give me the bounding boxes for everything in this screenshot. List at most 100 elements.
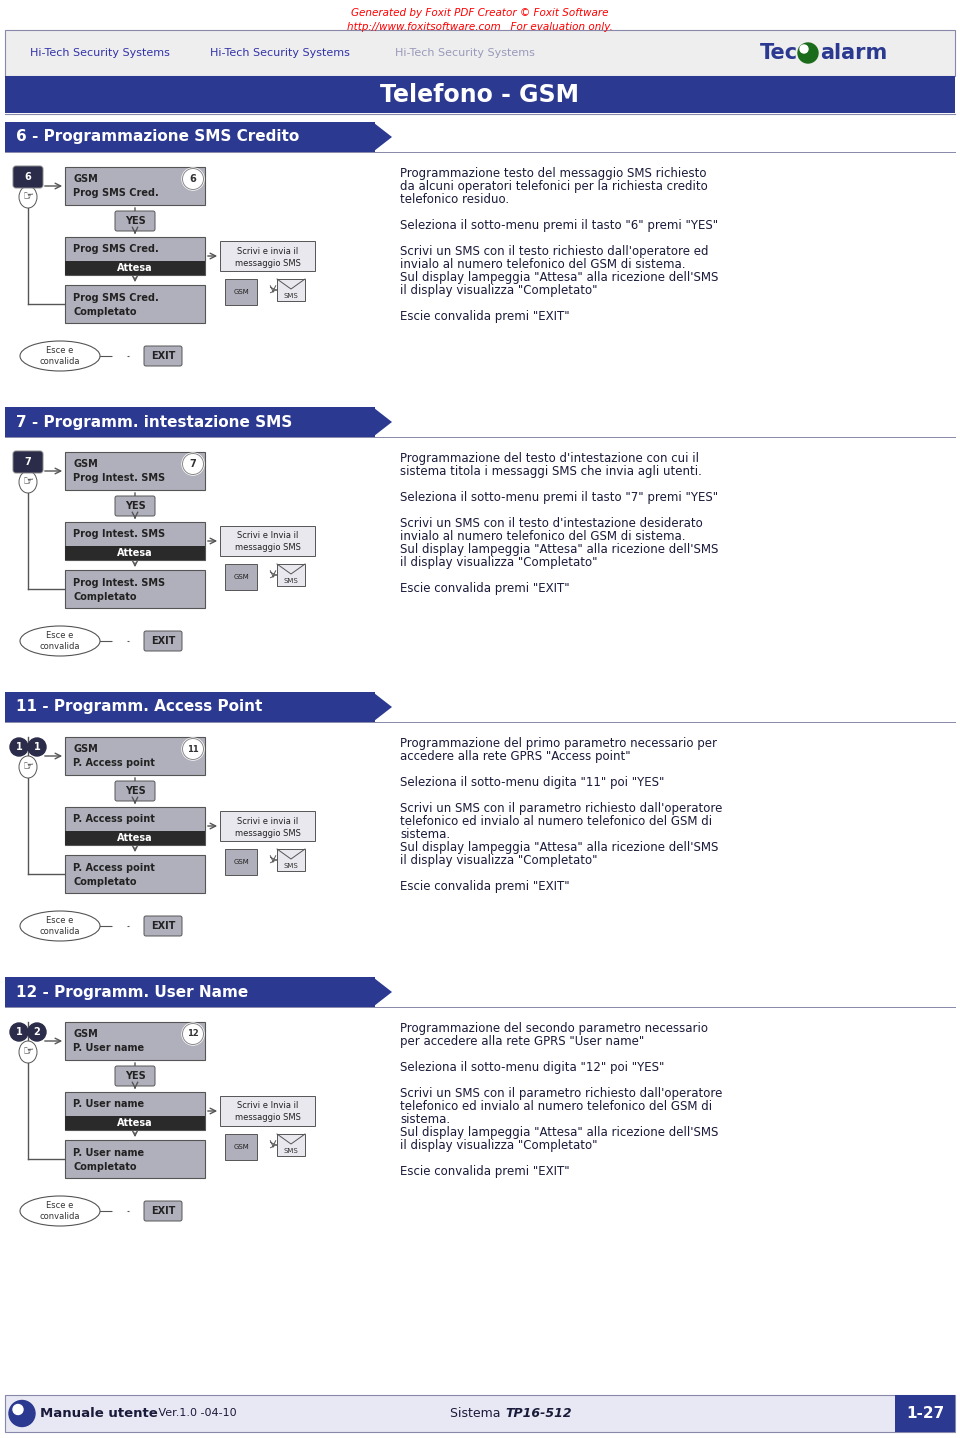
Text: Tecn: Tecn (760, 43, 813, 63)
Text: SMS: SMS (283, 578, 299, 584)
Text: 7: 7 (190, 459, 197, 469)
Text: 12 - Programm. User Name: 12 - Programm. User Name (16, 985, 249, 999)
Bar (225, 279, 257, 305)
Text: invialo al numero telefonico del GSM di sistema.: invialo al numero telefonico del GSM di … (400, 257, 685, 270)
Text: Attesa: Attesa (117, 1117, 153, 1127)
Text: alarm: alarm (820, 43, 887, 63)
Text: Ver.1.0 -04-10: Ver.1.0 -04-10 (155, 1408, 236, 1418)
Text: il display visualizza "Completato": il display visualizza "Completato" (400, 854, 597, 867)
Text: Programmazione testo del messaggio SMS richiesto: Programmazione testo del messaggio SMS r… (400, 167, 707, 180)
Circle shape (28, 738, 46, 756)
Text: YES: YES (125, 216, 145, 226)
Ellipse shape (20, 912, 100, 940)
Text: 1: 1 (34, 742, 40, 752)
Bar (5, 976, 375, 1007)
Text: P. User name: P. User name (73, 1148, 144, 1158)
Text: Scrivi un SMS con il parametro richiesto dall'operatore: Scrivi un SMS con il parametro richiesto… (400, 1087, 722, 1100)
Text: GSM: GSM (73, 743, 98, 754)
Bar (895, 1395, 955, 1432)
Bar (220, 526, 315, 557)
Text: Attesa: Attesa (117, 833, 153, 843)
Bar (277, 279, 305, 301)
Text: 1: 1 (15, 1027, 22, 1037)
Text: P. User name: P. User name (73, 1099, 144, 1109)
Bar (225, 848, 257, 874)
Circle shape (10, 738, 28, 756)
Text: invialo al numero telefonico del GSM di sistema.: invialo al numero telefonico del GSM di … (400, 531, 685, 544)
FancyBboxPatch shape (115, 781, 155, 801)
Bar (5, 122, 375, 152)
Bar (220, 1096, 315, 1126)
Text: GSM: GSM (233, 858, 249, 866)
FancyBboxPatch shape (13, 165, 43, 188)
Bar (65, 738, 205, 775)
Bar (65, 807, 205, 846)
Text: YES: YES (125, 1071, 145, 1081)
Text: telefonico ed invialo al numero telefonico del GSM di: telefonico ed invialo al numero telefoni… (400, 815, 712, 828)
Text: Sul display lampeggia "Attesa" alla ricezione dell'SMS: Sul display lampeggia "Attesa" alla rice… (400, 1126, 718, 1139)
Bar (65, 237, 205, 275)
FancyBboxPatch shape (144, 916, 182, 936)
Bar (277, 1135, 305, 1156)
Text: Sistema: Sistema (450, 1406, 505, 1419)
Bar (5, 692, 375, 722)
Text: telefonico residuo.: telefonico residuo. (400, 193, 509, 206)
Bar (65, 522, 205, 559)
FancyBboxPatch shape (144, 1201, 182, 1221)
Text: da alcuni operatori telefonici per la richiesta credito: da alcuni operatori telefonici per la ri… (400, 180, 708, 193)
Text: Completato: Completato (73, 877, 136, 887)
Text: Generated by Foxit PDF Creator © Foxit Software: Generated by Foxit PDF Creator © Foxit S… (351, 9, 609, 19)
Circle shape (10, 1022, 28, 1041)
Circle shape (798, 43, 818, 63)
Text: Sul display lampeggia "Attesa" alla ricezione dell'SMS: Sul display lampeggia "Attesa" alla rice… (400, 841, 718, 854)
Circle shape (182, 168, 204, 190)
Bar (225, 1135, 257, 1160)
Text: Sul display lampeggia "Attesa" alla ricezione dell'SMS: Sul display lampeggia "Attesa" alla rice… (400, 270, 718, 283)
Text: il display visualizza "Completato": il display visualizza "Completato" (400, 283, 597, 298)
Text: messaggio SMS: messaggio SMS (234, 259, 300, 267)
FancyBboxPatch shape (144, 347, 182, 367)
Text: sistema titola i messaggi SMS che invia agli utenti.: sistema titola i messaggi SMS che invia … (400, 464, 702, 477)
Polygon shape (374, 978, 392, 1007)
Text: Hi-Tech Security Systems: Hi-Tech Security Systems (210, 47, 349, 58)
Bar (220, 811, 315, 841)
Bar (5, 1395, 955, 1432)
Text: 6: 6 (25, 173, 32, 183)
Bar (65, 1022, 205, 1060)
Text: GSM: GSM (73, 459, 98, 469)
Bar (220, 242, 315, 270)
Bar (5, 407, 375, 437)
Text: Programmazione del testo d'intestazione con cui il: Programmazione del testo d'intestazione … (400, 452, 699, 464)
Text: Prog Intest. SMS: Prog Intest. SMS (73, 578, 165, 588)
Text: Hi-Tech Security Systems: Hi-Tech Security Systems (395, 47, 535, 58)
Text: GSM: GSM (73, 174, 98, 184)
Text: Escie convalida premi "EXIT": Escie convalida premi "EXIT" (400, 880, 569, 893)
Text: Attesa: Attesa (117, 263, 153, 273)
Circle shape (182, 738, 204, 761)
Bar (65, 1140, 205, 1178)
Text: 6 - Programmazione SMS Credito: 6 - Programmazione SMS Credito (16, 129, 300, 144)
Text: Manuale utente: Manuale utente (40, 1406, 157, 1419)
FancyBboxPatch shape (115, 496, 155, 516)
Text: ☞: ☞ (22, 190, 34, 204)
Text: P. Access point: P. Access point (73, 758, 155, 768)
Text: Scrivi un SMS con il parametro richiesto dall'operatore: Scrivi un SMS con il parametro richiesto… (400, 802, 722, 815)
Circle shape (130, 1204, 144, 1218)
Bar (65, 452, 205, 490)
Text: per accedere alla rete GPRS "User name": per accedere alla rete GPRS "User name" (400, 1035, 644, 1048)
Text: P. User name: P. User name (73, 1043, 144, 1053)
Text: il display visualizza "Completato": il display visualizza "Completato" (400, 557, 597, 569)
Ellipse shape (20, 626, 100, 656)
Text: Seleziona il sotto-menu digita "11" poi "YES": Seleziona il sotto-menu digita "11" poi … (400, 777, 664, 789)
Circle shape (800, 45, 808, 53)
Text: YES: YES (125, 787, 145, 797)
Circle shape (130, 634, 144, 649)
Text: EXIT: EXIT (151, 920, 175, 930)
Circle shape (130, 919, 144, 933)
Text: Seleziona il sotto-menu digita "12" poi "YES": Seleziona il sotto-menu digita "12" poi … (400, 1061, 664, 1074)
Polygon shape (374, 408, 392, 436)
Text: Esce e
convalida: Esce e convalida (39, 916, 81, 936)
Text: GSM: GSM (73, 1030, 98, 1040)
Text: Scrivi e invia il: Scrivi e invia il (237, 817, 299, 825)
Text: Telefono - GSM: Telefono - GSM (380, 82, 580, 106)
